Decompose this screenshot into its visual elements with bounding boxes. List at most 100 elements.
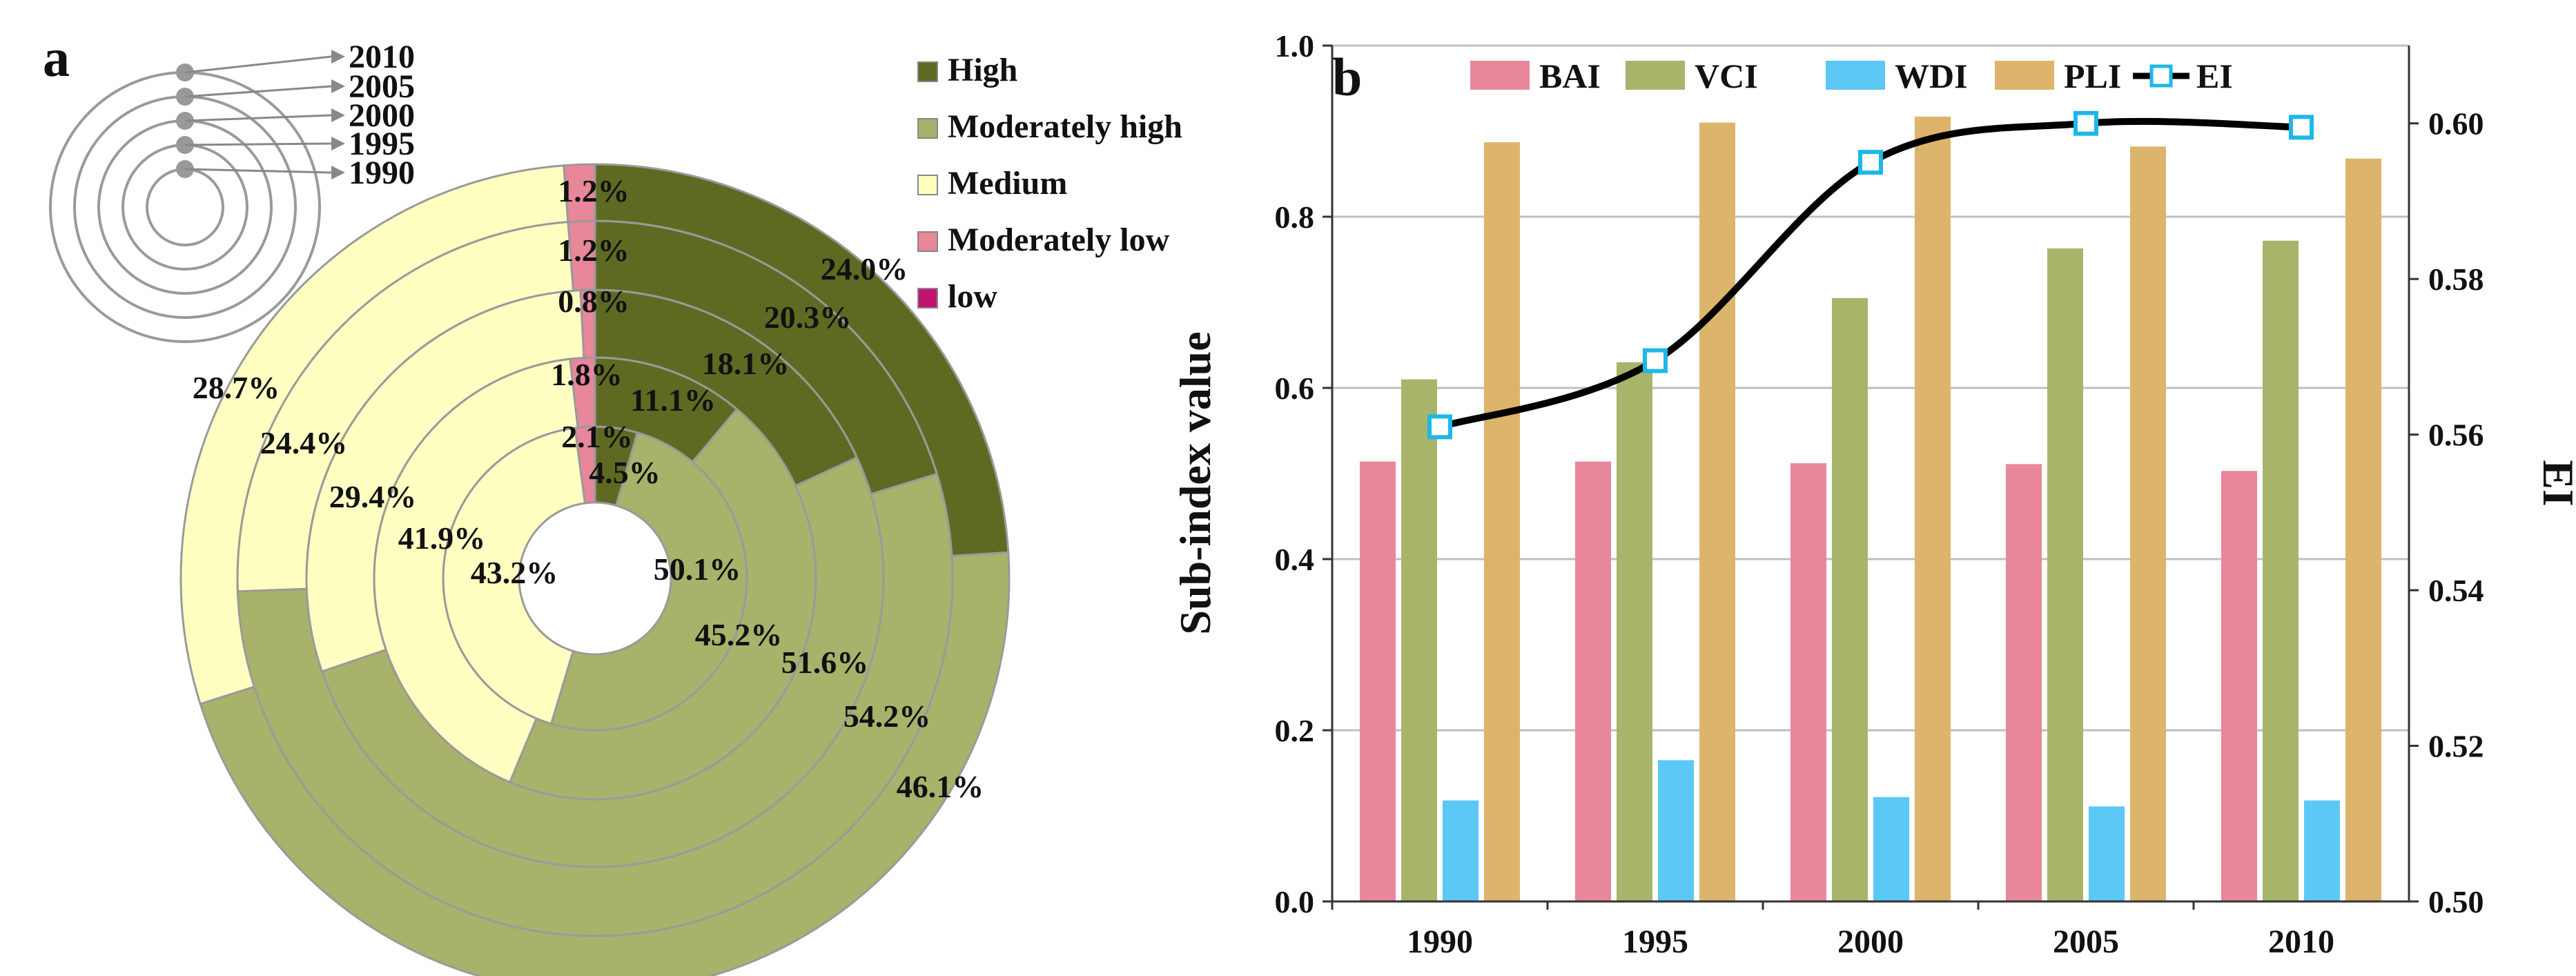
y-tick-label: 1.0 xyxy=(1275,28,1315,64)
ring-key-arrow xyxy=(184,142,332,146)
ring-key-arrow xyxy=(184,85,332,98)
legend-label-moderately-low: Moderately low xyxy=(948,222,1170,258)
slice-label-1990-medium: 43.2% xyxy=(471,555,558,590)
slice-label-1990-moderately-low: 2.1% xyxy=(561,419,633,454)
ei-marker-2010 xyxy=(2289,115,2314,140)
legend-label-wdi: WDI xyxy=(1895,57,1968,95)
ring-key-year-2000: 2000 xyxy=(349,97,415,134)
bar-wdi-2005 xyxy=(2089,806,2125,901)
ring-key-circle xyxy=(146,168,224,246)
y-tick-label: 0.4 xyxy=(1275,542,1315,577)
bar-vci-2000 xyxy=(1832,297,1868,901)
bar-pli-1990 xyxy=(1484,142,1520,901)
bar-vci-2010 xyxy=(2263,240,2299,902)
bar-wdi-1995 xyxy=(1658,760,1694,901)
bar-bai-1995 xyxy=(1575,461,1611,901)
legend-label-high: High xyxy=(948,52,1017,88)
ring-key-arrow xyxy=(184,168,332,174)
slice-label-1995-moderately-low: 1.8% xyxy=(551,357,623,392)
ring-key-arrowhead xyxy=(331,50,345,64)
slice-label-1995-medium: 41.9% xyxy=(398,520,486,556)
slice-label-2005-moderately-high: 54.2% xyxy=(843,699,931,734)
legend-swatch-low xyxy=(917,288,938,309)
donut-slice-2010-moderately-low xyxy=(563,163,596,224)
ring-key-arrowhead xyxy=(331,79,345,93)
donut-rings: 4.5% 50.1% 43.2% 2.1%11.1% 45.2% 41.9% 1.8% 18.… xyxy=(179,163,1011,976)
legend-label-pli: PLI xyxy=(2064,57,2121,95)
ring-key-year-2005: 2005 xyxy=(349,68,415,105)
legend-swatch-pli xyxy=(1995,61,2054,90)
legend-swatch-moderately-high xyxy=(917,118,938,139)
legend-label-vci: VCI xyxy=(1695,57,1758,95)
bar-bai-2000 xyxy=(1790,463,1826,901)
donut-slice-2010-moderately-high xyxy=(199,551,1011,976)
legend-label-low: low xyxy=(948,278,997,315)
bar-vci-1990 xyxy=(1401,379,1437,901)
ring-key-arrowhead xyxy=(331,108,345,122)
x-tick-label-2005: 2005 xyxy=(2053,924,2119,960)
slice-label-2005-medium: 24.4% xyxy=(260,425,348,460)
bar-bai-2010 xyxy=(2221,471,2257,901)
legend-label-medium: Medium xyxy=(948,165,1067,202)
bar-pli-2010 xyxy=(2345,158,2381,902)
panel-a-label: a xyxy=(43,28,70,88)
legend-swatch-bai xyxy=(1470,61,1530,90)
bar-vci-2005 xyxy=(2047,248,2083,901)
bar-bai-2005 xyxy=(2006,464,2042,901)
ei-marker-2000 xyxy=(1858,150,1883,175)
y2-tick-label: 0.50 xyxy=(2428,884,2484,919)
bar-pli-1995 xyxy=(1699,122,1735,902)
slice-label-2000-high: 18.1% xyxy=(702,346,790,381)
y2-tick-label: 0.60 xyxy=(2428,106,2484,141)
legend-swatch-wdi xyxy=(1826,61,1885,90)
slice-label-2000-medium: 29.4% xyxy=(329,479,417,514)
bar-wdi-2000 xyxy=(1873,797,1909,901)
y2-tick-label: 0.54 xyxy=(2428,573,2484,608)
panel-a-legend: High Moderately high Medium Moderately low l… xyxy=(917,52,1182,315)
legend-label-ei: EI xyxy=(2196,57,2233,95)
bar-bai-1990 xyxy=(1360,461,1396,901)
y2-tick-label: 0.58 xyxy=(2428,262,2484,297)
slice-label-1995-moderately-high: 45.2% xyxy=(695,617,783,652)
ring-key-year-1990: 1990 xyxy=(349,155,415,191)
panel-b-bar-line-chart: b 0.0 0.2 0.4 0.6 0.8 1.0 0.50 0.52 0.54 0.56 0.58… xyxy=(1171,28,2576,960)
y-tick-label: 0.2 xyxy=(1275,713,1315,748)
bar-pli-2005 xyxy=(2130,146,2166,901)
ei-marker-1995 xyxy=(1643,348,1668,373)
slice-label-1990-high: 4.5% xyxy=(589,455,661,490)
x-tick-label-2010: 2010 xyxy=(2268,924,2334,960)
legend-swatch-vci xyxy=(1626,61,1685,90)
legend-label-bai: BAI xyxy=(1539,57,1601,95)
ring-key-arrowhead xyxy=(331,137,345,150)
legend-swatch-medium xyxy=(917,175,938,195)
y-tick-label: 0.0 xyxy=(1275,884,1315,919)
ei-marker-2005 xyxy=(2074,110,2098,136)
y2-tick-label: 0.56 xyxy=(2428,418,2484,453)
slice-label-2000-moderately-high: 51.6% xyxy=(781,645,869,680)
y2-tick-label: 0.52 xyxy=(2428,729,2484,764)
x-tick-label-1995: 1995 xyxy=(1622,924,1688,960)
x-tick-label-1990: 1990 xyxy=(1407,924,1473,960)
legend-swatch-high xyxy=(917,61,938,82)
legend-marker-ei xyxy=(2149,64,2173,88)
slice-label-2000-moderately-low: 0.8% xyxy=(558,284,630,319)
slice-label-2005-moderately-low: 1.2% xyxy=(558,233,630,268)
ei-marker-1990 xyxy=(1427,414,1452,440)
ring-key-year-1995: 1995 xyxy=(349,126,415,162)
bar-vci-1995 xyxy=(1617,362,1652,901)
x-tick-label-2000: 2000 xyxy=(1837,924,1904,960)
bar-wdi-2010 xyxy=(2304,800,2340,901)
slice-label-2010-medium: 28.7% xyxy=(193,370,280,405)
ring-key-year-2010: 2010 xyxy=(349,39,415,75)
y2-axis-title: EI xyxy=(2534,460,2576,507)
y-tick-label: 0.6 xyxy=(1275,371,1315,406)
legend-swatch-moderately-low xyxy=(917,231,938,252)
bar-chart-area: 0.0 0.2 0.4 0.6 0.8 1.0 0.50 0.52 0.54 0.56 0.58 0.… xyxy=(1275,28,2484,960)
slice-label-2010-moderately-low: 1.2% xyxy=(558,173,630,208)
bar-pli-2000 xyxy=(1915,116,1951,901)
legend-label-moderately-high: Moderately high xyxy=(948,108,1182,145)
panel-b-legend: BAI VCI WDI PLI EI xyxy=(1470,57,2233,95)
